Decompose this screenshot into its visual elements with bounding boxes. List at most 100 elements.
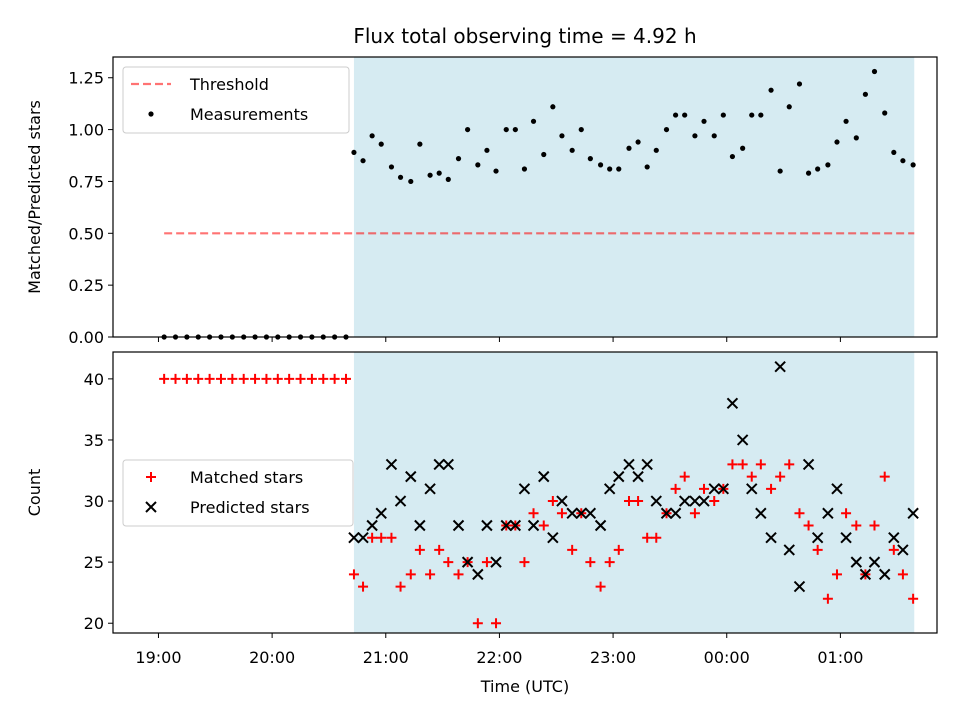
legend-label: Threshold bbox=[189, 75, 269, 94]
predicted-stars-point bbox=[879, 568, 891, 581]
measurement-point bbox=[749, 112, 755, 118]
legend: Matched stars Predicted stars bbox=[122, 459, 354, 527]
matched-stars-point bbox=[766, 483, 777, 494]
predicted-stars-point bbox=[774, 360, 786, 373]
measurement-point bbox=[786, 104, 792, 110]
predicted-stars-point bbox=[509, 519, 522, 532]
series-predicted-stars bbox=[348, 360, 919, 593]
matched-stars-point bbox=[238, 373, 249, 384]
predicted-stars-point bbox=[566, 507, 578, 519]
measurement-point bbox=[408, 178, 414, 185]
predicted-stars-point bbox=[452, 519, 465, 532]
measurement-point bbox=[503, 126, 509, 133]
predicted-stars-point bbox=[385, 458, 398, 471]
measurement-point bbox=[692, 133, 698, 139]
predicted-stars-point bbox=[783, 544, 795, 556]
predicted-stars-point bbox=[831, 483, 843, 495]
measurement-point bbox=[682, 112, 688, 118]
matched-stars-point bbox=[727, 459, 738, 470]
measurement-point bbox=[626, 145, 632, 151]
predicted-stars-point bbox=[394, 495, 407, 507]
predicted-stars-point bbox=[897, 544, 909, 556]
legend-measurements-swatch bbox=[148, 111, 154, 117]
matched-stars-point bbox=[812, 544, 823, 555]
matched-stars-point bbox=[803, 520, 814, 531]
y-tick-label: 25 bbox=[84, 553, 104, 572]
matched-stars-point bbox=[567, 544, 578, 555]
matched-stars-point bbox=[670, 483, 681, 494]
predicted-stars-point bbox=[736, 434, 749, 446]
matched-stars-point bbox=[595, 581, 606, 592]
matched-stars-point bbox=[443, 557, 454, 568]
predicted-stars-point bbox=[840, 531, 852, 544]
measurement-point bbox=[569, 147, 575, 153]
predicted-stars-point bbox=[613, 470, 625, 483]
measurement-point bbox=[388, 164, 395, 170]
measurement-point bbox=[417, 141, 423, 147]
series-matched-stars bbox=[159, 373, 919, 629]
measurement-point bbox=[465, 126, 471, 133]
predicted-stars-point bbox=[650, 495, 662, 507]
ratio-panel: 0.00 0.25 0.50 0.75 1.00 1.25 Matched/Predicte… bbox=[25, 56, 938, 347]
legend-label: Predicted stars bbox=[190, 498, 310, 517]
x-tick-label: 22:00 bbox=[476, 648, 522, 667]
x-tick-label: 21:00 bbox=[363, 648, 409, 667]
y-tick-label: 35 bbox=[84, 431, 104, 450]
measurement-point bbox=[559, 133, 565, 139]
predicted-stars-point bbox=[481, 519, 493, 532]
x-tick-label: 01:00 bbox=[817, 648, 863, 667]
matched-stars-point bbox=[481, 557, 492, 568]
predicted-stars-point bbox=[689, 495, 701, 507]
measurement-point bbox=[436, 170, 442, 176]
legend-box bbox=[122, 459, 354, 527]
measurement-point bbox=[891, 149, 897, 156]
predicted-stars-point bbox=[594, 519, 607, 532]
measurement-point bbox=[777, 168, 783, 174]
measurement-point bbox=[910, 162, 916, 168]
predicted-stars-point bbox=[575, 507, 587, 519]
measurement-point bbox=[758, 112, 764, 118]
matched-stars-point bbox=[538, 520, 549, 531]
matched-stars-point bbox=[395, 581, 406, 592]
legend-label: Measurements bbox=[190, 105, 308, 124]
predicted-stars-point bbox=[811, 531, 824, 544]
predicted-stars-point bbox=[822, 507, 834, 519]
legend-matched-swatch bbox=[146, 472, 156, 482]
measurement-point bbox=[455, 156, 462, 162]
measurement-point bbox=[530, 118, 537, 124]
predicted-stars-point bbox=[765, 531, 777, 544]
matched-stars-point bbox=[306, 373, 317, 384]
predicted-stars-point bbox=[755, 507, 767, 519]
matched-stars-point bbox=[651, 532, 662, 543]
predicted-stars-point bbox=[907, 507, 919, 519]
x-axis-label: Time (UTC) bbox=[480, 677, 569, 696]
matched-stars-point bbox=[556, 508, 567, 519]
predicted-stars-point bbox=[424, 483, 436, 495]
observing-span bbox=[353, 57, 915, 337]
measurement-point bbox=[653, 147, 659, 153]
matched-stars-point bbox=[689, 508, 700, 519]
matched-stars-point bbox=[604, 557, 615, 568]
predicted-stars-point bbox=[793, 580, 806, 593]
measurement-point bbox=[378, 141, 384, 147]
matched-stars-point bbox=[386, 532, 397, 543]
predicted-stars-point bbox=[641, 458, 653, 471]
matched-stars-point bbox=[822, 593, 833, 604]
series-measurements bbox=[161, 68, 916, 340]
predicted-stars-point bbox=[547, 531, 559, 544]
y-tick-label: 0.25 bbox=[68, 276, 104, 295]
predicted-stars-point bbox=[527, 519, 540, 532]
matched-stars-point bbox=[414, 544, 425, 555]
predicted-stars-point bbox=[726, 397, 739, 410]
matched-stars-point bbox=[472, 618, 483, 629]
measurement-point bbox=[427, 172, 433, 178]
measurement-point bbox=[768, 87, 774, 93]
measurement-point bbox=[475, 162, 481, 168]
predicted-stars-point bbox=[850, 556, 863, 568]
predicted-stars-point bbox=[442, 458, 454, 471]
measurement-point bbox=[521, 166, 528, 172]
matched-stars-point bbox=[679, 471, 690, 482]
measurement-point bbox=[862, 91, 868, 97]
measurement-point bbox=[711, 133, 717, 139]
